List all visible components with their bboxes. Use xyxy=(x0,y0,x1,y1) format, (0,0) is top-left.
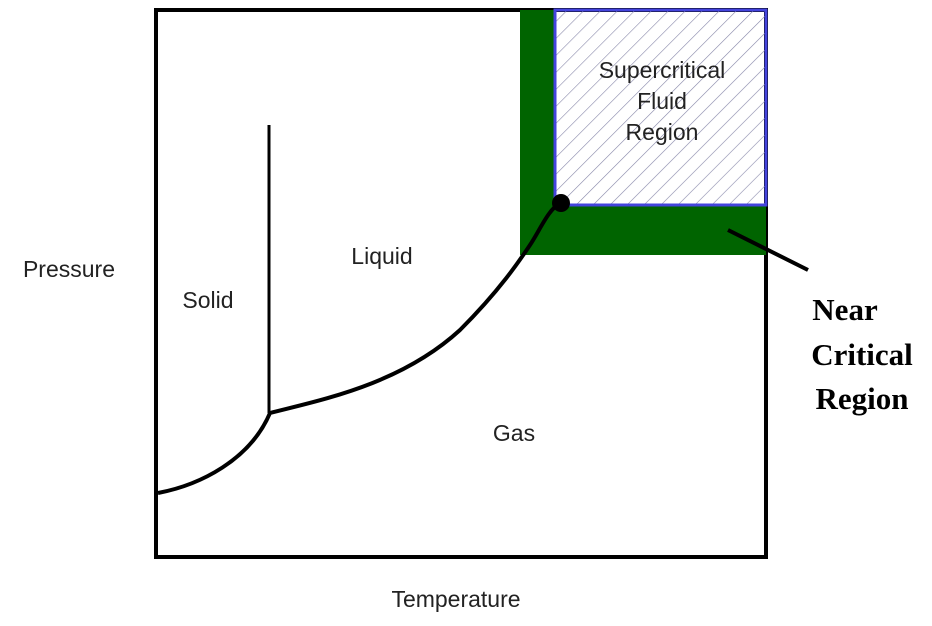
callout-label: Near xyxy=(812,292,878,327)
callout-label: Critical xyxy=(811,337,913,372)
critical-point xyxy=(552,194,570,212)
phase-boundary xyxy=(157,201,562,495)
region-label: Liquid xyxy=(351,243,412,269)
region-label: Fluid xyxy=(637,88,687,114)
y-axis-label: Pressure xyxy=(23,256,115,282)
region-label: Gas xyxy=(493,420,535,446)
x-axis-label: Temperature xyxy=(391,586,520,612)
region-label: Supercritical xyxy=(599,57,726,83)
callout-line xyxy=(727,228,809,272)
region-label: Solid xyxy=(182,287,233,313)
callout-label: Region xyxy=(816,381,909,416)
region-label: Region xyxy=(626,119,699,145)
supercritical-region xyxy=(553,8,768,207)
